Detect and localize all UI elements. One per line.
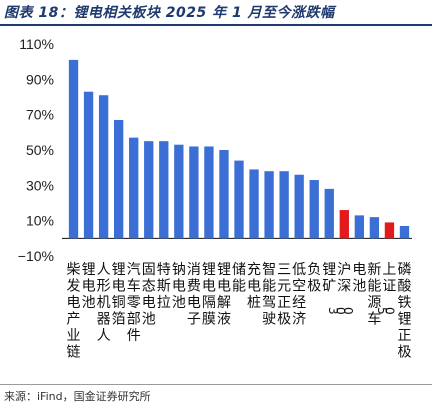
- y-tick-label: 90%: [26, 71, 54, 87]
- bar: [249, 169, 259, 239]
- bar: [324, 188, 334, 239]
- x-tick-label: 电池: [352, 262, 366, 295]
- footer-divider: [0, 384, 432, 385]
- x-tick-label: 锂电隔膜: [202, 262, 216, 328]
- bar: [219, 150, 229, 239]
- x-tick-label: 智能驾驶: [262, 262, 276, 328]
- bar: [279, 171, 289, 239]
- y-tick-label: 50%: [26, 142, 54, 158]
- bar: [174, 144, 184, 239]
- bar: [369, 217, 380, 239]
- x-tick-label: 新能源车: [367, 262, 381, 328]
- bar: [294, 174, 304, 239]
- x-tick-label: 锂矿: [322, 262, 336, 295]
- bar: [83, 91, 94, 239]
- chart-title: 图表 18：锂电相关板块 2025 年 1 月至今涨跌幅: [4, 5, 335, 21]
- bar: [354, 215, 365, 239]
- bar: [113, 119, 124, 239]
- x-tick-label: 磷酸铁锂正极: [397, 262, 411, 361]
- x-tick-label: 汽车零部件: [127, 262, 141, 344]
- x-tick-label: 钠电池: [172, 262, 186, 311]
- x-tick-label: 负极: [307, 262, 321, 295]
- bar: [339, 210, 349, 239]
- bar: [159, 141, 169, 239]
- x-tick-label: 沪深 300: [326, 262, 355, 315]
- bar: [264, 171, 274, 239]
- x-tick-label: 三元正极: [277, 262, 291, 328]
- bar: [399, 225, 410, 239]
- title-bar: 图表 18：锂电相关板块 2025 年 1 月至今涨跌幅: [0, 0, 444, 26]
- y-tick-label: 10%: [26, 213, 54, 229]
- x-tick-label: 锂电铜箔: [112, 262, 126, 328]
- y-tick-label: 30%: [26, 177, 54, 193]
- x-tick-label: 低空经济: [292, 262, 306, 328]
- bar: [309, 180, 319, 239]
- x-tick-label: 消费电子: [187, 262, 201, 328]
- y-tick-label: 70%: [26, 107, 54, 123]
- x-tick-label: 锂电池: [82, 262, 96, 311]
- bar: [384, 222, 395, 239]
- x-tick-label: 人形机器人: [97, 262, 111, 344]
- bar: [129, 137, 139, 239]
- bar: [234, 160, 244, 239]
- bar: [68, 59, 79, 239]
- x-tick-label: 充电桩: [247, 262, 261, 311]
- bar: [98, 95, 109, 239]
- x-tick-label: 柴发电产业链: [67, 262, 81, 361]
- x-tick-label: 固态电池: [142, 262, 156, 328]
- x-tick-label: 锂电解液: [217, 262, 231, 328]
- bar: [144, 141, 154, 239]
- bar-chart: 110% 90% 70% 50% 30% 10% −10% 柴发电产业链锂电池人形机器人锂电铜…: [18, 36, 412, 361]
- x-tick-label: 特斯拉: [157, 262, 171, 311]
- bar: [189, 146, 199, 239]
- y-tick-label: 110%: [19, 36, 54, 52]
- source-note: 来源：iFind，国金证券研究所: [4, 390, 151, 403]
- x-tick-label: 上证 50: [375, 262, 397, 315]
- title-divider: [0, 24, 432, 26]
- x-tick-label: 储能: [232, 262, 246, 295]
- y-tick-label: −10%: [18, 248, 54, 264]
- bar: [204, 146, 214, 239]
